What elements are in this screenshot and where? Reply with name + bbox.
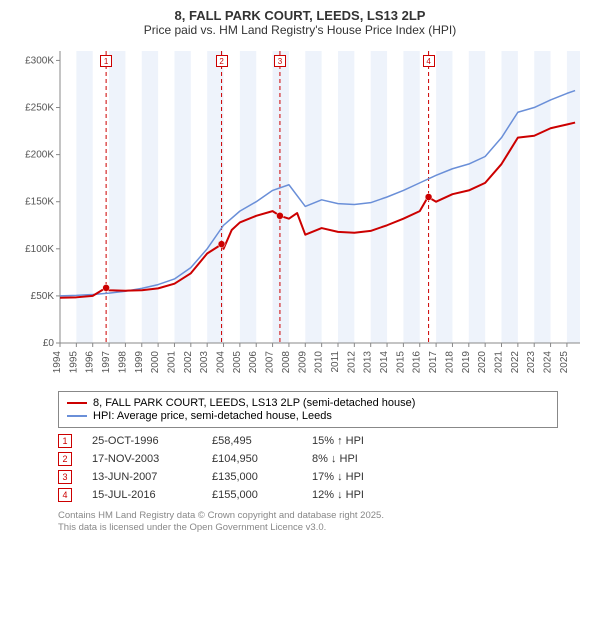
chart-title-subtitle: Price paid vs. HM Land Registry's House … <box>10 23 590 37</box>
svg-text:2002: 2002 <box>183 351 194 374</box>
svg-text:1995: 1995 <box>68 351 79 374</box>
legend-item: 8, FALL PARK COURT, LEEDS, LS13 2LP (sem… <box>67 397 549 409</box>
legend-swatch <box>67 402 87 404</box>
svg-text:£300K: £300K <box>25 55 54 66</box>
event-date: 17-NOV-2003 <box>92 453 192 465</box>
svg-text:2000: 2000 <box>150 351 161 374</box>
chart-plot: £0 £50K £100K £150K £200K £250K £300K 1994 1995 1… <box>10 43 590 383</box>
svg-text:2019: 2019 <box>461 351 472 374</box>
footnote: Contains HM Land Registry data © Crown c… <box>58 510 590 535</box>
event-date: 13-JUN-2007 <box>92 471 192 483</box>
svg-text:1998: 1998 <box>117 351 128 374</box>
event-row: 4 15-JUL-2016 £155,000 12% ↓ HPI <box>58 488 590 502</box>
event-price: £58,495 <box>212 435 292 447</box>
footnote-line1: Contains HM Land Registry data © Crown c… <box>58 510 590 522</box>
svg-text:2013: 2013 <box>363 351 374 374</box>
svg-text:2006: 2006 <box>248 351 259 374</box>
chart-svg: £0 £50K £100K £150K £200K £250K £300K 1994 1995 1… <box>10 43 590 383</box>
chart-event-badge: 3 <box>274 55 286 67</box>
event-badge: 2 <box>58 452 72 466</box>
event-pct: 8% ↓ HPI <box>312 453 412 465</box>
chart-event-badge: 4 <box>423 55 435 67</box>
event-badge: 4 <box>58 488 72 502</box>
event-badge: 1 <box>58 434 72 448</box>
svg-text:2015: 2015 <box>395 351 406 374</box>
event-pct: 12% ↓ HPI <box>312 489 412 501</box>
svg-text:2010: 2010 <box>314 351 325 374</box>
svg-text:2008: 2008 <box>281 351 292 374</box>
event-pct: 15% ↑ HPI <box>312 435 412 447</box>
chart-title-address: 8, FALL PARK COURT, LEEDS, LS13 2LP <box>10 8 590 23</box>
svg-text:2011: 2011 <box>330 351 341 373</box>
svg-text:£0: £0 <box>43 338 55 349</box>
event-row: 2 17-NOV-2003 £104,950 8% ↓ HPI <box>58 452 590 466</box>
svg-text:£150K: £150K <box>25 197 54 208</box>
svg-text:£50K: £50K <box>31 291 55 302</box>
chart-event-badge: 2 <box>216 55 228 67</box>
event-date: 25-OCT-1996 <box>92 435 192 447</box>
legend-swatch <box>67 415 87 417</box>
legend-label: HPI: Average price, semi-detached house,… <box>93 410 332 422</box>
svg-text:2018: 2018 <box>444 351 455 374</box>
event-price: £155,000 <box>212 489 292 501</box>
svg-text:2017: 2017 <box>428 351 439 374</box>
legend-item: HPI: Average price, semi-detached house,… <box>67 410 549 422</box>
svg-text:2020: 2020 <box>477 351 488 374</box>
footnote-line2: This data is licensed under the Open Gov… <box>58 522 590 534</box>
svg-text:2007: 2007 <box>265 351 276 374</box>
svg-text:2025: 2025 <box>559 351 570 374</box>
svg-text:1997: 1997 <box>101 351 112 374</box>
svg-text:1994: 1994 <box>52 351 63 374</box>
event-row: 1 25-OCT-1996 £58,495 15% ↑ HPI <box>58 434 590 448</box>
event-date: 15-JUL-2016 <box>92 489 192 501</box>
svg-text:1999: 1999 <box>134 351 145 374</box>
event-price: £104,950 <box>212 453 292 465</box>
svg-text:2016: 2016 <box>412 351 423 374</box>
svg-text:2023: 2023 <box>526 351 537 374</box>
svg-text:2012: 2012 <box>346 351 357 374</box>
svg-text:2001: 2001 <box>166 351 177 374</box>
svg-text:2021: 2021 <box>494 351 505 374</box>
svg-text:£100K: £100K <box>25 244 54 255</box>
svg-text:2004: 2004 <box>216 351 227 374</box>
svg-text:2024: 2024 <box>543 351 554 374</box>
legend-box: 8, FALL PARK COURT, LEEDS, LS13 2LP (sem… <box>58 391 558 428</box>
svg-text:2005: 2005 <box>232 351 243 374</box>
svg-text:£250K: £250K <box>25 103 54 114</box>
svg-text:2009: 2009 <box>297 351 308 374</box>
legend-label: 8, FALL PARK COURT, LEEDS, LS13 2LP (sem… <box>93 397 415 409</box>
event-badge: 3 <box>58 470 72 484</box>
event-pct: 17% ↓ HPI <box>312 471 412 483</box>
svg-text:£200K: £200K <box>25 150 54 161</box>
chart-container: 8, FALL PARK COURT, LEEDS, LS13 2LP Pric… <box>0 0 600 539</box>
chart-event-badge: 1 <box>100 55 112 67</box>
svg-text:2022: 2022 <box>510 351 521 374</box>
svg-text:1996: 1996 <box>85 351 96 374</box>
svg-text:2003: 2003 <box>199 351 210 374</box>
svg-text:2014: 2014 <box>379 351 390 374</box>
event-row: 3 13-JUN-2007 £135,000 17% ↓ HPI <box>58 470 590 484</box>
events-table: 1 25-OCT-1996 £58,495 15% ↑ HPI 2 17-NOV-2003… <box>58 434 590 502</box>
event-price: £135,000 <box>212 471 292 483</box>
